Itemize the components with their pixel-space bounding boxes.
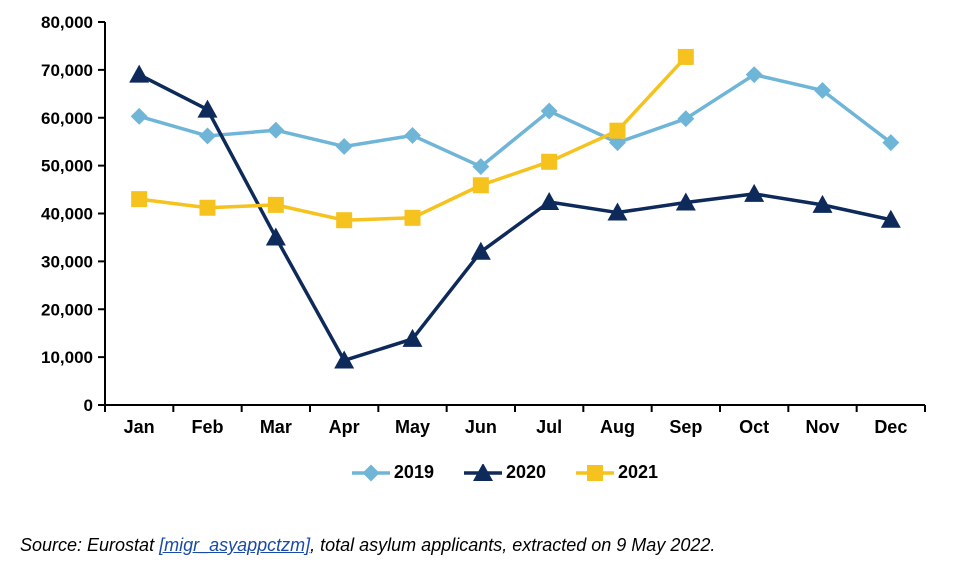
page: 0 10,000 20,000 30,000 40,000 50,000 60,000 70,…: [0, 0, 959, 576]
svg-text:30,000: 30,000: [41, 252, 93, 271]
legend-item-2020: 2020: [464, 462, 546, 483]
svg-text:20,000: 20,000: [41, 300, 93, 319]
legend-swatch-2020: [464, 464, 502, 482]
source-citation: Source: Eurostat [migr_asyappctzm], tota…: [20, 535, 715, 556]
legend-item-2019: 2019: [352, 462, 434, 483]
legend-swatch-2021: [576, 464, 614, 482]
svg-text:Sep: Sep: [669, 417, 702, 437]
line-chart: 0 10,000 20,000 30,000 40,000 50,000 60,000 70,…: [20, 10, 940, 460]
svg-text:0: 0: [84, 396, 93, 415]
svg-text:Dec: Dec: [874, 417, 907, 437]
source-suffix: , total asylum applicants, extracted on …: [310, 535, 715, 555]
svg-text:80,000: 80,000: [41, 13, 93, 32]
svg-text:Feb: Feb: [191, 417, 223, 437]
legend-label: 2020: [506, 462, 546, 483]
svg-text:Jun: Jun: [465, 417, 497, 437]
svg-text:Nov: Nov: [805, 417, 839, 437]
chart-container: 0 10,000 20,000 30,000 40,000 50,000 60,000 70,…: [20, 10, 940, 483]
legend-label: 2019: [394, 462, 434, 483]
svg-text:Apr: Apr: [329, 417, 360, 437]
legend-item-2021: 2021: [576, 462, 658, 483]
svg-text:May: May: [395, 417, 430, 437]
svg-text:Oct: Oct: [739, 417, 769, 437]
series-2019: [131, 66, 900, 175]
source-prefix: Source: Eurostat: [20, 535, 159, 555]
svg-text:Jan: Jan: [124, 417, 155, 437]
series-2020: [129, 65, 901, 369]
svg-text:10,000: 10,000: [41, 348, 93, 367]
svg-text:Jul: Jul: [536, 417, 562, 437]
legend-swatch-2019: [352, 464, 390, 482]
chart-legend: 2019 2020 2021: [70, 462, 940, 483]
svg-text:70,000: 70,000: [41, 61, 93, 80]
svg-text:Aug: Aug: [600, 417, 635, 437]
source-link[interactable]: [migr_asyappctzm]: [159, 535, 310, 555]
svg-text:60,000: 60,000: [41, 109, 93, 128]
svg-text:50,000: 50,000: [41, 157, 93, 176]
svg-text:Mar: Mar: [260, 417, 292, 437]
svg-text:40,000: 40,000: [41, 205, 93, 224]
legend-label: 2021: [618, 462, 658, 483]
